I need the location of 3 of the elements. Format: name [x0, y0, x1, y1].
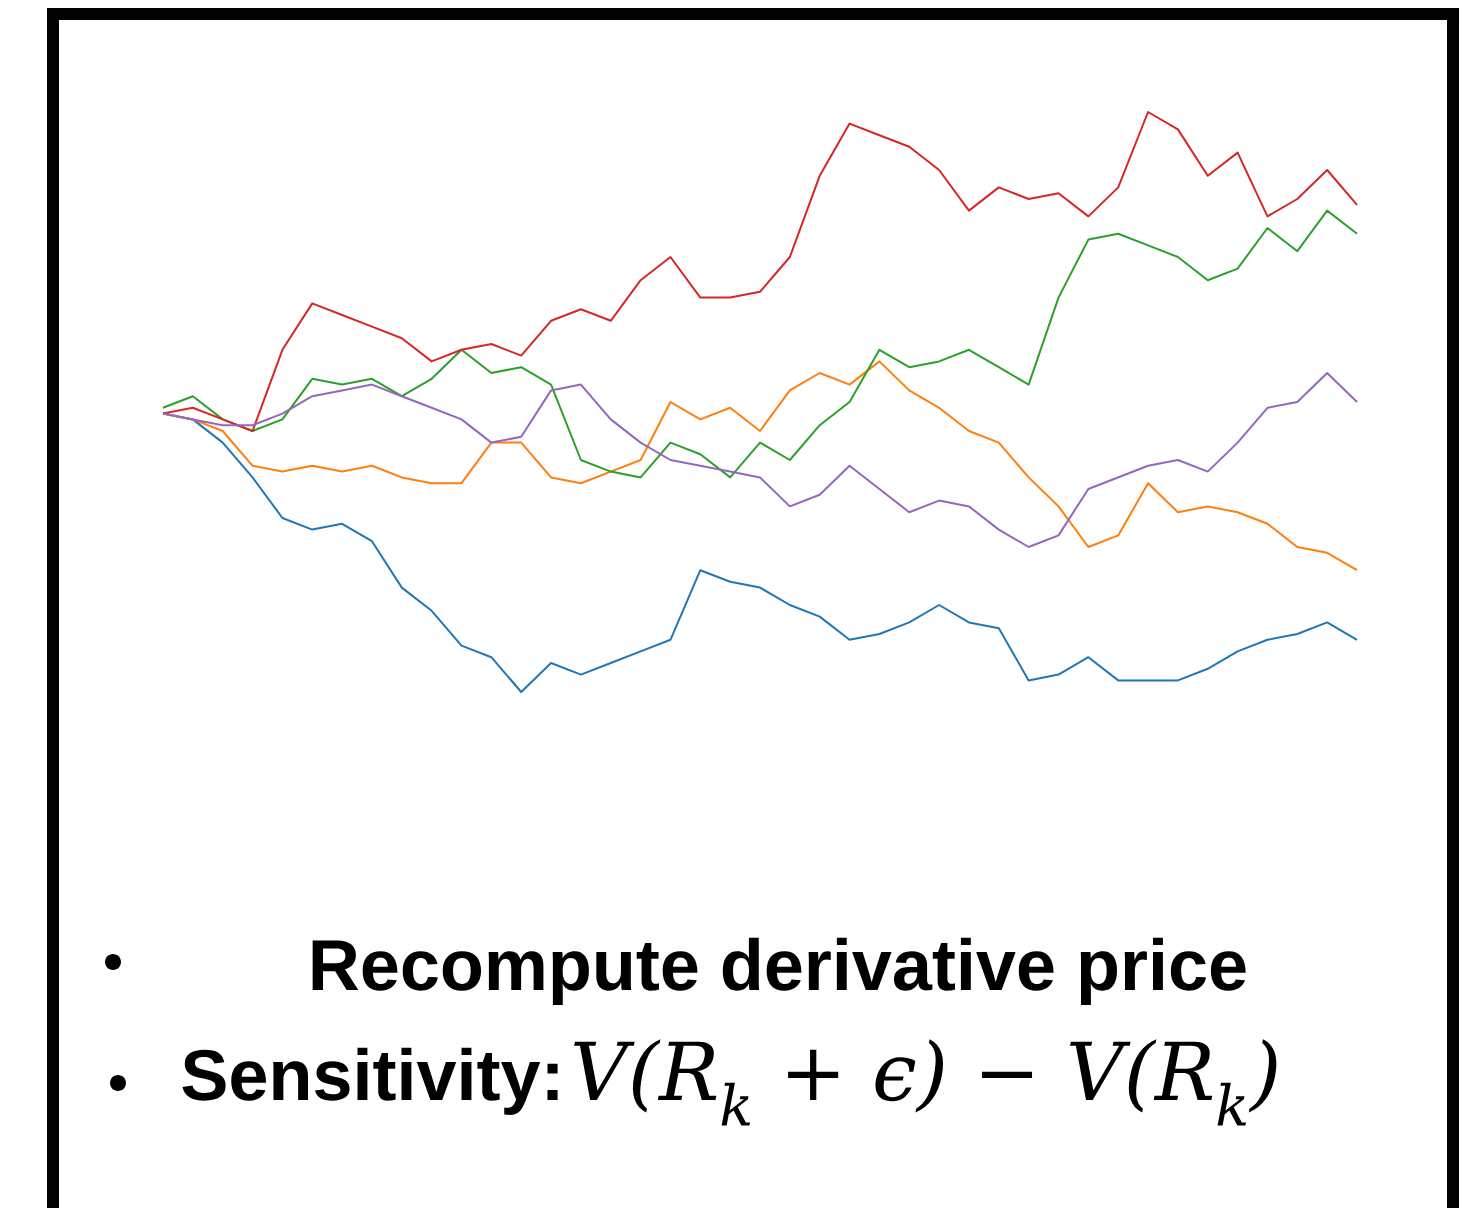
text: V(R$_{k}$ + ϵ) − V(R$_{k}$) — [574, 1039, 1277, 1126]
text: Sensitivity: — [182, 1047, 558, 1115]
text: Recompute derivative price — [312, 937, 1246, 1005]
